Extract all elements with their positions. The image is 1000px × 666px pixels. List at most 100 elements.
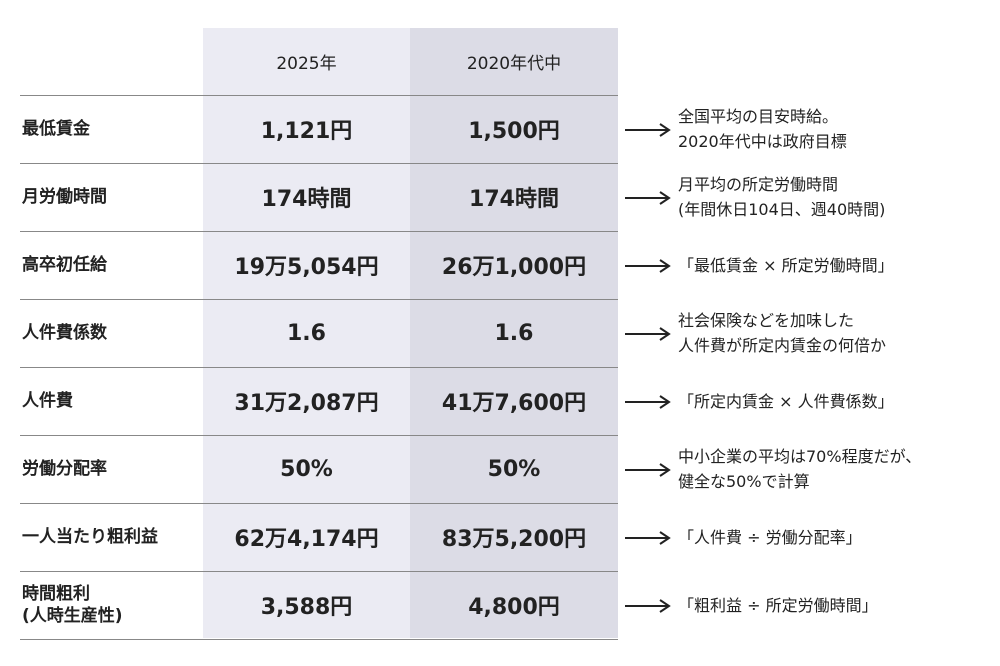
arrow-icon [625, 463, 671, 477]
text-line: 50% [487, 456, 541, 482]
arrow-icon [625, 259, 671, 273]
text-line: 50% [280, 456, 333, 482]
row-note: 月平均の所定労働時間 (年間休日104日、週40時間) [678, 163, 998, 231]
text-line: 1.6 [287, 320, 326, 346]
text-line: 中小企業の平均は70%程度だが、 [678, 447, 922, 466]
text-line: 2020年代中 [466, 54, 562, 74]
arrow [625, 326, 671, 341]
row-label: 時間粗利 (人時生産性) [22, 571, 202, 639]
value-cell: 174時間 [410, 163, 618, 231]
arrow-icon [625, 531, 671, 545]
row-divider [20, 571, 618, 572]
text-line: 月労働時間 [22, 187, 107, 207]
text-line: (年間休日104日、週40時間) [678, 200, 886, 219]
text-line: 最低賃金 [22, 119, 90, 139]
row-divider [20, 163, 618, 164]
arrow [625, 394, 671, 409]
text-line: 1.6 [494, 320, 534, 346]
text-line: 41万7,600円 [441, 391, 587, 416]
row-divider [20, 639, 618, 640]
row-label: 人件費 [22, 367, 202, 435]
row-note: 「人件費 ÷ 労働分配率」 [678, 503, 998, 571]
text-line: 「粗利益 ÷ 所定労働時間」 [678, 595, 878, 615]
row-note: 「所定内賃金 × 人件費係数」 [678, 367, 998, 435]
text-line: 「所定内賃金 × 人件費係数」 [678, 391, 894, 411]
text-line: 人件費が所定内賃金の何倍か [678, 336, 887, 355]
text-line: 月平均の所定労働時間 [678, 175, 839, 194]
row-label: 高卒初任給 [22, 231, 202, 299]
row-divider [20, 231, 618, 232]
row-note: 全国平均の目安時給。 2020年代中は政府目標 [678, 95, 998, 163]
text-line: 労働分配率 [22, 459, 107, 479]
text-line: 1,500円 [468, 119, 560, 144]
value-cell: 174時間 [203, 163, 410, 231]
column-bg [203, 28, 410, 638]
value-cell: 83万5,200円 [410, 503, 618, 571]
arrow-icon [625, 599, 671, 613]
row-divider [20, 95, 618, 96]
text-line: 人件費係数 [22, 323, 107, 343]
column-bg [410, 28, 618, 638]
text-line: (人時生産性) [22, 606, 123, 626]
value-cell: 1.6 [203, 299, 410, 367]
value-cell: 1,500円 [410, 95, 618, 163]
arrow [625, 190, 671, 205]
text-line: 1,121円 [260, 119, 353, 144]
value-cell: 1,121円 [203, 95, 410, 163]
row-label: 労働分配率 [22, 435, 202, 503]
text-line: 3,588円 [260, 595, 353, 620]
arrow-icon [625, 123, 671, 137]
arrow-icon [625, 191, 671, 205]
text-line: 高卒初任給 [22, 255, 107, 275]
value-cell: 50% [203, 435, 410, 503]
value-cell: 31万2,087円 [203, 367, 410, 435]
text-line: 4,800円 [468, 595, 560, 620]
column-header: 2025年 [203, 28, 410, 95]
row-note: 「粗利益 ÷ 所定労働時間」 [678, 571, 998, 639]
text-line: 全国平均の目安時給。 [678, 107, 839, 126]
text-line: 26万1,000円 [441, 255, 587, 280]
row-divider [20, 435, 618, 436]
text-line: 2020年代中は政府目標 [678, 132, 847, 151]
row-note: 中小企業の平均は70%程度だが、 健全な50%で計算 [678, 435, 998, 503]
value-cell: 50% [410, 435, 618, 503]
value-cell: 26万1,000円 [410, 231, 618, 299]
row-divider [20, 367, 618, 368]
text-line: 174時間 [261, 187, 352, 212]
text-line: 2025年 [276, 54, 337, 74]
value-cell: 62万4,174円 [203, 503, 410, 571]
text-line: 174時間 [469, 187, 559, 212]
text-line: 19万5,054円 [234, 255, 379, 280]
arrow [625, 530, 671, 545]
row-label: 一人当たり粗利益 [22, 503, 202, 571]
text-line: 一人当たり粗利益 [22, 527, 158, 547]
row-label: 人件費係数 [22, 299, 202, 367]
row-divider [20, 503, 618, 504]
text-line: 31万2,087円 [234, 391, 379, 416]
text-line: 83万5,200円 [441, 527, 587, 552]
value-cell: 1.6 [410, 299, 618, 367]
row-label: 最低賃金 [22, 95, 202, 163]
arrow-icon [625, 327, 671, 341]
row-note: 社会保険などを加味した人件費が所定内賃金の何倍か [678, 299, 998, 367]
arrow [625, 462, 671, 477]
value-cell: 3,588円 [203, 571, 410, 639]
value-cell: 4,800円 [410, 571, 618, 639]
arrow-icon [625, 395, 671, 409]
text-line: 「人件費 ÷ 労働分配率」 [678, 527, 862, 547]
arrow [625, 258, 671, 273]
text-line: 健全な50%で計算 [678, 472, 810, 491]
text-line: 社会保険などを加味した [678, 311, 855, 330]
value-cell: 19万5,054円 [203, 231, 410, 299]
text-line: 62万4,174円 [234, 527, 379, 552]
row-divider [20, 299, 618, 300]
arrow [625, 598, 671, 613]
row-note: 「最低賃金 × 所定労働時間」 [678, 231, 998, 299]
text-line: 人件費 [22, 391, 73, 411]
arrow [625, 122, 671, 137]
text-line: 「最低賃金 × 所定労働時間」 [678, 255, 894, 275]
value-cell: 41万7,600円 [410, 367, 618, 435]
text-line: 時間粗利 [22, 584, 90, 604]
row-label: 月労働時間 [22, 163, 202, 231]
